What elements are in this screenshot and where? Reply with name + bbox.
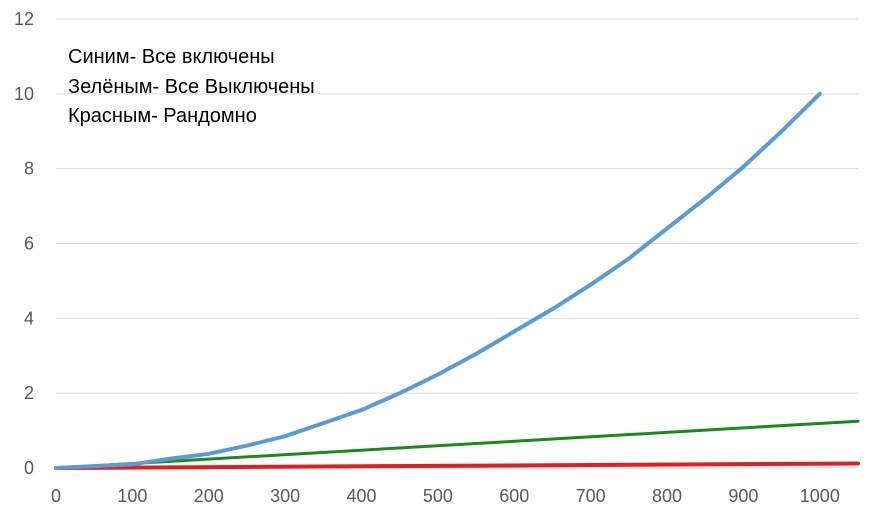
x-tick-label-400: 400 — [347, 486, 377, 506]
blue-series-line — [54, 91, 822, 470]
x-tick-label-200: 200 — [194, 486, 224, 506]
legend-notes: Синим- Все включены Зелёным- Все Выключе… — [68, 46, 315, 127]
x-tick-label-700: 700 — [576, 486, 606, 506]
y-tick-label-8: 8 — [24, 159, 34, 179]
x-tick-label-1000: 1000 — [800, 486, 840, 506]
y-tick-label-12: 12 — [14, 9, 34, 29]
y-tick-label-0: 0 — [24, 458, 34, 478]
note-green-series: Зелёным- Все Выключены — [68, 76, 315, 98]
x-tick-label-0: 0 — [51, 486, 61, 506]
y-tick-label-10: 10 — [14, 84, 34, 104]
note-blue-series: Синим- Все включены — [68, 46, 275, 68]
red-series-line — [54, 461, 860, 470]
x-tick-label-100: 100 — [117, 486, 147, 506]
x-tick-label-500: 500 — [423, 486, 453, 506]
y-tick-label-2: 2 — [24, 383, 34, 403]
y-axis-tick-labels: 0 2 4 6 8 10 12 — [14, 9, 34, 478]
gridlines — [56, 18, 858, 469]
x-tick-label-600: 600 — [499, 486, 529, 506]
x-tick-label-800: 800 — [652, 486, 682, 506]
x-tick-label-900: 900 — [728, 486, 758, 506]
x-axis-tick-labels: 0 100 200 300 400 500 600 700 800 900 1000 — [51, 486, 840, 506]
x-tick-label-300: 300 — [270, 486, 300, 506]
y-tick-label-6: 6 — [24, 234, 34, 254]
note-red-series: Красным- Рандомно — [68, 105, 257, 127]
green-series-line — [54, 419, 860, 470]
y-tick-label-4: 4 — [24, 308, 34, 328]
series-lines — [54, 91, 860, 470]
